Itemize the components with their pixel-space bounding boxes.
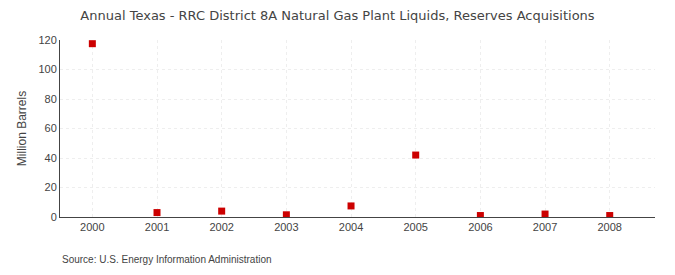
svg-text:Source: U.S. Energy Informatio: Source: U.S. Energy Information Administ… [62, 254, 272, 265]
svg-text:Annual Texas - RRC District 8A: Annual Texas - RRC District 8A Natural G… [80, 8, 594, 23]
svg-text:2007: 2007 [533, 221, 557, 233]
svg-text:2006: 2006 [468, 221, 492, 233]
svg-text:2005: 2005 [403, 221, 427, 233]
svg-text:2004: 2004 [339, 221, 363, 233]
svg-text:20: 20 [45, 181, 57, 193]
svg-text:120: 120 [38, 34, 56, 46]
svg-text:Million Barrels: Million Barrels [15, 91, 29, 166]
svg-text:2001: 2001 [145, 221, 169, 233]
svg-text:2003: 2003 [274, 221, 298, 233]
svg-text:100: 100 [38, 63, 56, 75]
svg-text:60: 60 [45, 122, 57, 134]
svg-text:40: 40 [45, 152, 57, 164]
svg-text:0: 0 [51, 211, 57, 223]
svg-text:2008: 2008 [597, 221, 621, 233]
svg-text:2002: 2002 [209, 221, 233, 233]
svg-text:80: 80 [45, 93, 57, 105]
svg-text:2000: 2000 [80, 221, 104, 233]
